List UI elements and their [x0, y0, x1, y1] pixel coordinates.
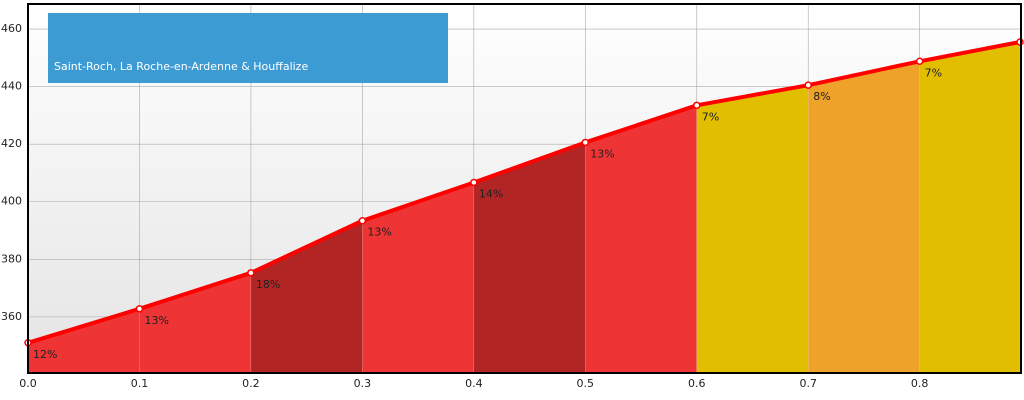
x-tick-label: 0.3 [354, 377, 372, 390]
point [804, 81, 812, 89]
legend-box [48, 13, 448, 83]
grade-label: 18% [256, 278, 280, 291]
y-tick-label: 460 [1, 22, 22, 35]
point [358, 216, 367, 225]
grade-label: 8% [813, 90, 830, 103]
profile-line [27, 40, 1021, 345]
point [693, 101, 701, 110]
grade-label: 13% [144, 314, 168, 327]
x-tick-label: 0.2 [242, 377, 260, 390]
y-tick-label: 380 [1, 252, 22, 265]
x-tick-label: 0.0 [19, 377, 37, 390]
x-tick-label: 0.1 [131, 377, 149, 390]
x-tick-label: 0.5 [577, 377, 595, 390]
grade-label: 13% [590, 147, 614, 160]
plot-frame [27, 3, 1022, 374]
y-tick-label: 360 [1, 310, 22, 323]
x-tick-label: 0.6 [688, 377, 706, 390]
y-tick-label: 420 [1, 137, 22, 150]
grade-label: 7% [925, 66, 942, 79]
segment-fill [696, 84, 809, 374]
x-tick-label: 0.4 [465, 377, 483, 390]
segment-fill [919, 41, 1021, 374]
y-tick-label: 400 [1, 195, 22, 208]
segment-fill [585, 104, 698, 374]
grade-label: 7% [702, 110, 719, 123]
point [581, 138, 590, 147]
segment-fill [807, 60, 920, 374]
segments [27, 41, 1021, 374]
point [135, 305, 144, 313]
x-tick-label: 0.7 [799, 377, 817, 390]
point [247, 269, 255, 277]
point [470, 178, 478, 187]
legend-label: Saint-Roch, La Roche-en-Ardenne & Houffa… [54, 60, 308, 73]
grade-label: 13% [367, 226, 391, 239]
grade-label: 12% [33, 348, 57, 361]
grade-label: 14% [479, 187, 503, 200]
x-tick-label: 0.8 [911, 377, 929, 390]
point [915, 57, 924, 66]
y-tick-label: 440 [1, 80, 22, 93]
